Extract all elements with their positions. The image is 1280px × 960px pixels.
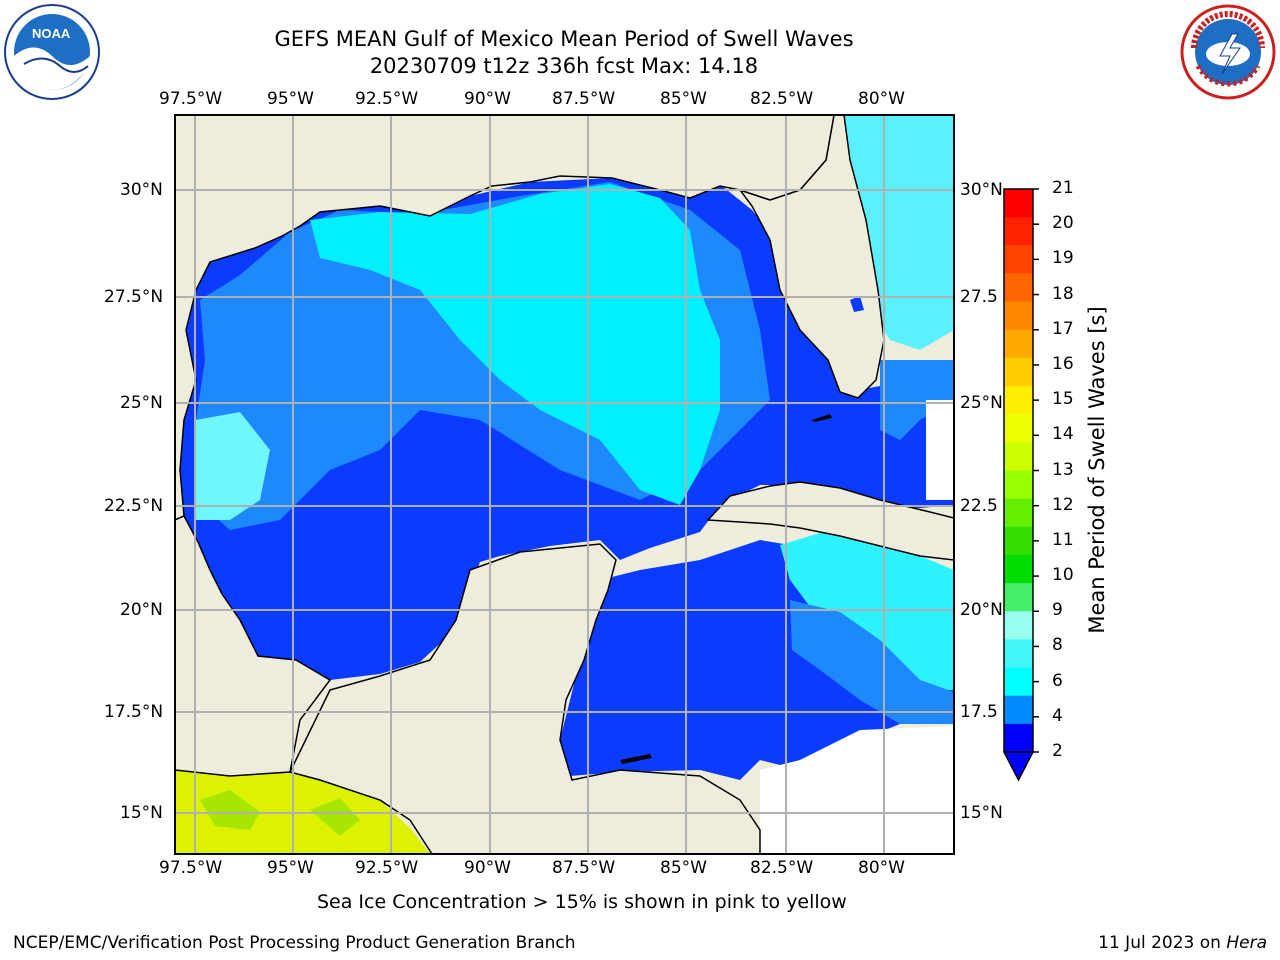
run-date: 11 Jul 2023 on Hera <box>1098 933 1267 953</box>
lat-label-right: 20°N <box>960 600 1003 620</box>
us-gulf-coast-land <box>175 115 835 521</box>
colorbar-segment <box>1004 695 1033 725</box>
no-data-strip <box>926 400 954 500</box>
lake-okeechobee <box>850 296 864 312</box>
lat-label-right: 17.5 <box>960 702 998 722</box>
colorbar-tick-label: 4 <box>1052 705 1063 726</box>
colorbar-tick-label: 20 <box>1052 213 1074 234</box>
lon-label-top: 85°W <box>660 89 707 109</box>
lon-label-bottom: 95°W <box>267 858 314 878</box>
lon-label-top: 82.5°W <box>750 89 814 109</box>
colorbar-tick-label: 8 <box>1052 635 1063 656</box>
colorbar-segment <box>1004 189 1033 218</box>
colorbar-segment <box>1004 357 1033 387</box>
lat-label-left: 20°N <box>120 600 163 620</box>
colorbar-segment <box>1004 273 1033 303</box>
run-host: Hera <box>1226 933 1267 953</box>
lat-label-right: 15°N <box>960 803 1003 823</box>
no-data-area <box>760 726 954 854</box>
lon-label-bottom: 82.5°W <box>750 858 814 878</box>
colorbar-segment <box>1004 554 1033 584</box>
colorbar-segment <box>1004 442 1033 471</box>
colorbar-segment <box>1004 245 1033 274</box>
colorbar-tick-label: 13 <box>1052 459 1074 480</box>
graticule <box>175 115 954 854</box>
lon-label-top: 80°W <box>858 89 905 109</box>
colorbar-label: Mean Period of Swell Waves [s] <box>1085 306 1109 634</box>
map-title: GEFS MEAN Gulf of Mexico Mean Period of … <box>274 27 854 51</box>
colorbar-segment <box>1004 526 1033 556</box>
colorbar-tick-label: 11 <box>1052 529 1074 550</box>
colorbar-tick-label: 16 <box>1052 353 1074 374</box>
lon-label-bottom: 87.5°W <box>552 858 616 878</box>
gulf-swell-cyan <box>310 184 720 505</box>
colorbar-tick-label: 19 <box>1052 248 1074 269</box>
sea-ice-note: Sea Ice Concentration > 15% is shown in … <box>317 891 847 913</box>
colorbar-tick-label: 14 <box>1052 424 1074 445</box>
pacific-swell-green <box>200 790 360 836</box>
lat-label-left: 17.5°N <box>104 702 164 722</box>
run-date-text: 11 Jul 2023 on <box>1098 933 1227 953</box>
colorbar-segment <box>1004 498 1033 528</box>
colorbar-tick-label: 10 <box>1052 565 1074 586</box>
colorbar-tick-label: 18 <box>1052 283 1074 304</box>
lon-label-bottom: 90°W <box>464 858 511 878</box>
colorbar-segment <box>1004 217 1033 246</box>
caribbean-swell-mid-blue <box>790 600 954 724</box>
colorbar-tick-label: 6 <box>1052 670 1063 691</box>
colorbar-segment <box>1004 301 1033 331</box>
yucatan-land <box>288 543 761 854</box>
gulf-swell-pale-cyan <box>196 412 270 520</box>
lon-label-top: 92.5°W <box>355 89 419 109</box>
colorbar-underflow-arrow <box>1002 751 1035 782</box>
lat-label-left: 30°N <box>120 180 163 200</box>
lon-label-bottom: 92.5°W <box>355 858 419 878</box>
colorbar-segment <box>1004 414 1033 443</box>
colorbar-tick-label: 21 <box>1052 178 1074 198</box>
colorbar-tick-label: 9 <box>1052 600 1063 621</box>
lon-label-bottom: 80°W <box>858 858 905 878</box>
noaa-logo-text: NOAA <box>32 26 71 41</box>
lat-label-right: 22.5 <box>960 496 998 516</box>
map-frame <box>174 114 955 855</box>
colorbar-segment <box>1004 667 1033 697</box>
colorbar-segment <box>1004 583 1033 612</box>
map-subtitle: 20230709 t12z 336h fcst Max: 14.18 <box>369 54 759 78</box>
lat-label-left: 25°N <box>120 393 163 413</box>
lat-label-right: 25°N <box>960 393 1003 413</box>
map-area <box>175 115 954 854</box>
lat-label-right: 30°N <box>960 180 1003 200</box>
colorbar-segment <box>1004 470 1033 500</box>
lat-label-left: 22.5°N <box>104 496 164 516</box>
colorbar <box>1002 188 1039 782</box>
colorbar-tick-label: 15 <box>1052 389 1074 410</box>
producer-credit: NCEP/EMC/Verification Post Processing Pr… <box>13 933 576 953</box>
lat-label-left: 27.5°N <box>104 287 164 307</box>
colorbar-segment <box>1004 639 1033 669</box>
colorbar-tick-label: 2 <box>1052 741 1063 761</box>
lon-label-top: 97.5°W <box>159 89 223 109</box>
lon-label-bottom: 97.5°W <box>159 858 223 878</box>
lon-label-top: 87.5°W <box>552 89 616 109</box>
colorbar-segment <box>1004 386 1033 415</box>
noaa-logo: NOAA <box>4 4 100 100</box>
atlantic-swell-cyan <box>834 115 954 350</box>
lon-label-top: 95°W <box>267 89 314 109</box>
colorbar-segment <box>1004 329 1033 359</box>
colorbar-segment <box>1004 723 1033 753</box>
colorbar-tick-label: 12 <box>1052 494 1074 515</box>
atlantic-swell-blue <box>880 360 954 440</box>
lon-label-top: 90°W <box>464 89 511 109</box>
lat-label-right: 27.5 <box>960 287 998 307</box>
lon-label-bottom: 85°W <box>660 858 707 878</box>
colorbar-segment <box>1004 611 1033 640</box>
lat-label-left: 15°N <box>120 803 163 823</box>
colorbar-tick-label: 17 <box>1052 318 1074 339</box>
nws-logo <box>1180 4 1276 100</box>
